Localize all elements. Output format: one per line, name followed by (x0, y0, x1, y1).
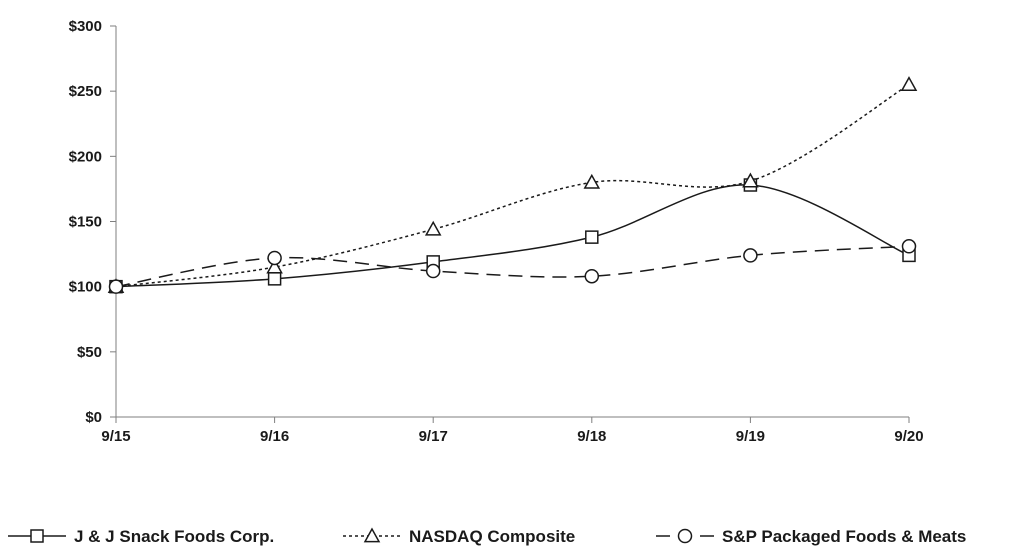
legend-marker (677, 528, 693, 544)
data-point (267, 272, 282, 286)
legend-item: S&P Packaged Foods & Meats (656, 527, 966, 546)
series-line (115, 245, 910, 288)
legend-marker (363, 527, 381, 543)
y-tick-label: $250 (69, 83, 102, 100)
y-tick-label: $100 (69, 279, 102, 296)
legend-item: J & J Snack Foods Corp. (8, 527, 274, 546)
legend-item: NASDAQ Composite (343, 527, 575, 546)
data-point (901, 239, 917, 254)
legend: J & J Snack Foods Corp. NASDAQ Composite S… (8, 527, 966, 546)
x-tick-label: 9/18 (577, 428, 606, 445)
x-tick-label: 9/15 (101, 428, 130, 445)
y-tick-label: $200 (69, 148, 102, 165)
legend-label: NASDAQ Composite (409, 527, 575, 546)
series-line (115, 184, 910, 288)
x-tick-label: 9/19 (736, 428, 765, 445)
series-1 (107, 76, 918, 294)
y-tick-label: $300 (69, 18, 102, 35)
data-point (900, 76, 918, 91)
legend-label: J & J Snack Foods Corp. (74, 527, 274, 546)
x-tick-label: 9/16 (260, 428, 289, 445)
legend-marker (30, 529, 44, 543)
data-point (424, 220, 442, 236)
data-point (743, 248, 758, 263)
data-point (425, 263, 441, 279)
x-tick-label: 9/20 (894, 428, 923, 445)
data-point (267, 250, 282, 266)
y-tick-label: $50 (77, 344, 102, 361)
y-tick-label: $150 (69, 214, 102, 231)
series-line (115, 84, 910, 288)
data-point (108, 279, 124, 294)
data-point (584, 268, 600, 284)
data-point (266, 258, 283, 274)
series-2 (108, 239, 917, 294)
x-tick-label: 9/17 (419, 428, 448, 445)
y-axis: $0 $50 $100 $150 $200 $250 $300 (69, 18, 117, 426)
legend-label: S&P Packaged Foods & Meats (722, 527, 966, 546)
data-point (585, 230, 599, 244)
y-tick-label: $0 (85, 409, 102, 426)
data-point (742, 172, 759, 188)
series-layer (107, 76, 918, 294)
data-point (583, 173, 601, 189)
x-axis: 9/15 9/16 9/17 9/18 9/19 9/20 (101, 416, 924, 445)
